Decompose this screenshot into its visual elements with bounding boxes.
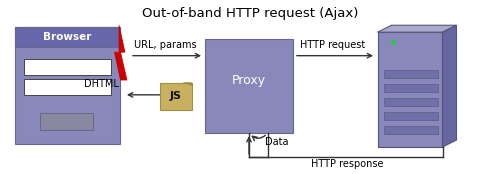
- Text: Browser: Browser: [44, 32, 92, 42]
- Polygon shape: [378, 25, 456, 32]
- Text: URL, params: URL, params: [134, 40, 196, 50]
- Text: HTTP response: HTTP response: [311, 159, 384, 169]
- Text: Data: Data: [265, 137, 288, 147]
- Text: Proxy: Proxy: [232, 74, 266, 87]
- FancyBboxPatch shape: [24, 79, 112, 95]
- FancyBboxPatch shape: [384, 126, 438, 134]
- FancyBboxPatch shape: [15, 27, 120, 144]
- FancyBboxPatch shape: [205, 39, 292, 133]
- FancyBboxPatch shape: [378, 32, 442, 147]
- FancyBboxPatch shape: [384, 112, 438, 120]
- FancyBboxPatch shape: [15, 27, 120, 47]
- Text: JS: JS: [170, 91, 182, 101]
- FancyBboxPatch shape: [24, 59, 112, 75]
- FancyBboxPatch shape: [384, 84, 438, 92]
- FancyBboxPatch shape: [384, 98, 438, 106]
- FancyBboxPatch shape: [160, 83, 192, 110]
- Text: Out-of-band HTTP request (Ajax): Out-of-band HTTP request (Ajax): [142, 7, 358, 20]
- Polygon shape: [184, 83, 192, 85]
- Text: HTTP request: HTTP request: [300, 40, 365, 50]
- Text: DHTML: DHTML: [84, 79, 119, 89]
- FancyBboxPatch shape: [40, 113, 92, 130]
- Polygon shape: [114, 25, 127, 80]
- FancyBboxPatch shape: [384, 70, 438, 78]
- Polygon shape: [442, 25, 456, 147]
